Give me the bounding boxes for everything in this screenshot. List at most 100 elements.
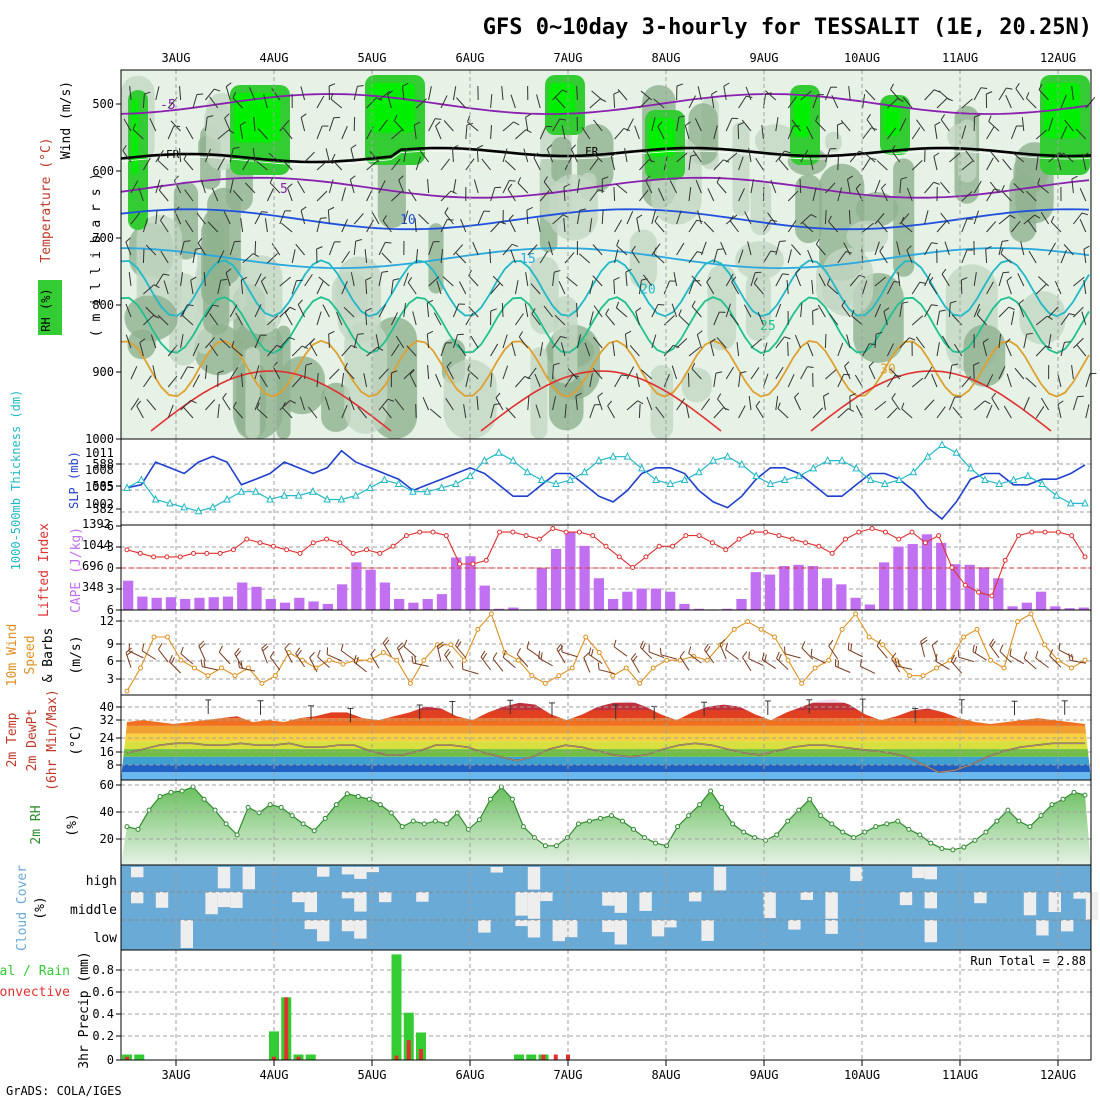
upper-wind-barb-31-6 bbox=[514, 280, 519, 295]
thickness-marker-48 bbox=[809, 463, 818, 472]
rh-marker-26 bbox=[410, 818, 416, 824]
upper-wind-barb-32-7 bbox=[524, 303, 529, 318]
surface-wind-barb-10-feather-1 bbox=[240, 661, 243, 669]
upper-wind-barb-73-7-feather-0 bbox=[1046, 315, 1053, 320]
upper-wind-barb-40-6 bbox=[625, 272, 628, 287]
cape-bar-42 bbox=[722, 608, 733, 610]
upper-wind-barb-72-7-feather-0 bbox=[1018, 299, 1025, 305]
upper-wind-barb-51-10-feather-0 bbox=[755, 400, 761, 407]
upper-wind-barb-54-9 bbox=[800, 366, 808, 380]
surface-wind-barb-67-feather-0 bbox=[950, 654, 955, 662]
upper-wind-barb-65-8 bbox=[936, 342, 940, 357]
upper-wind-barb-8-0-feather-0 bbox=[225, 82, 232, 87]
surface-wind-barb-11-feather-1 bbox=[262, 645, 269, 652]
upper-wind-barb-7-6-feather-0 bbox=[220, 278, 228, 281]
precip-tick-label-3: 0.2 bbox=[92, 1029, 114, 1043]
upper-wind-barb-53-9 bbox=[787, 374, 795, 388]
rh-marker-3 bbox=[157, 793, 163, 799]
upper-wind-barb-62-6 bbox=[897, 272, 901, 287]
upper-wind-barb-24-2 bbox=[419, 150, 430, 163]
upper-wind-barb-51-9 bbox=[762, 373, 769, 388]
upper-wind-barb-71-6-feather-0 bbox=[1006, 276, 1013, 282]
upper-wind-barb-75-10-feather-0 bbox=[1057, 400, 1064, 405]
upper-wind-barb-54-4-feather-0 bbox=[810, 214, 817, 218]
upper-wind-barb-31-4-feather-0 bbox=[508, 214, 514, 220]
lifted-index-marker-16 bbox=[337, 540, 343, 546]
upper-wind-barb-27-1 bbox=[465, 125, 468, 140]
upper-wind-barb-26-4 bbox=[444, 212, 454, 225]
upper-wind-barb-63-5 bbox=[906, 249, 913, 264]
surface-wind-barb-19-feather-1 bbox=[355, 656, 359, 664]
lifted-index-marker-47 bbox=[749, 529, 755, 535]
upper-wind-barb-10-6 bbox=[254, 273, 262, 287]
upper-wind-barb-7-2 bbox=[217, 157, 226, 171]
upper-wind-barb-70-7 bbox=[998, 306, 1010, 318]
rh-marker-80 bbox=[1005, 807, 1011, 813]
lifted-index-marker-1 bbox=[137, 550, 143, 556]
upper-wind-barb-22-6 bbox=[403, 272, 409, 287]
upper-wind-barb-14-4 bbox=[300, 210, 306, 225]
surface-wind-barb-72 bbox=[1009, 655, 1025, 665]
upper-wind-barb-39-9-feather-0 bbox=[621, 374, 628, 377]
surface-wind-barb-24-feather-0 bbox=[411, 655, 414, 664]
temperature-contour-label-1: 5 bbox=[280, 182, 288, 197]
upper-wind-barb-36-0 bbox=[576, 85, 578, 101]
upper-wind-barb-72-10 bbox=[1023, 396, 1030, 411]
upper-wind-barb-36-8 bbox=[576, 334, 582, 349]
upper-wind-barb-75-5 bbox=[1060, 249, 1067, 264]
cloud-gap-1-64 bbox=[924, 892, 937, 909]
wind-speed-marker-2 bbox=[151, 634, 157, 640]
precip-tick-label-2: 0.4 bbox=[92, 1007, 114, 1021]
wind-speed-line bbox=[126, 612, 1086, 692]
upper-wind-barb-57-10 bbox=[837, 408, 849, 419]
cape-bar-22 bbox=[436, 594, 448, 610]
upper-wind-barb-63-4 bbox=[901, 222, 913, 233]
date-label-top-7: 10AUG bbox=[844, 51, 880, 65]
upper-wind-barb-45-5 bbox=[688, 251, 698, 264]
rh-marker-39 bbox=[553, 843, 559, 849]
upper-wind-barb-2-6 bbox=[155, 273, 164, 287]
cloud-gap-1-23 bbox=[416, 892, 429, 902]
wind-ylabel-4: (m/s) bbox=[69, 635, 84, 674]
upper-wind-barb-44-2 bbox=[676, 152, 688, 163]
lifted-index-marker-42 bbox=[683, 533, 689, 539]
upper-wind-barb-0-1 bbox=[123, 118, 132, 132]
cloud-gap-1-2 bbox=[155, 892, 169, 908]
upper-wind-barb-66-7-feather-0 bbox=[950, 300, 957, 304]
thickness-marker-26 bbox=[494, 448, 503, 456]
upper-wind-barb-30-10 bbox=[495, 397, 504, 411]
upper-wind-barb-48-10 bbox=[717, 398, 727, 411]
wind-speed-marker-53 bbox=[839, 626, 845, 632]
upper-wind-barb-41-3 bbox=[639, 189, 649, 202]
upper-wind-barb-62-7-feather-0 bbox=[901, 301, 909, 304]
upper-wind-barb-47-9-feather-0 bbox=[715, 371, 723, 374]
surface-wind-barb-54 bbox=[785, 653, 801, 659]
upper-wind-barb-77-9 bbox=[1085, 373, 1091, 388]
lifted-index-marker-21 bbox=[403, 533, 409, 539]
upper-wind-barb-23-7 bbox=[412, 311, 417, 326]
rh-shade-40 bbox=[239, 255, 283, 335]
surface-wind-barb-9-feather-0 bbox=[234, 648, 240, 655]
rh-marker-50 bbox=[675, 824, 681, 830]
upper-wind-barb-38-10 bbox=[597, 396, 603, 411]
lifted-index-marker-14 bbox=[310, 540, 316, 546]
wind-speed-marker-63 bbox=[974, 626, 980, 632]
upper-wind-barb-38-10-feather-0 bbox=[597, 392, 603, 398]
cape-bar-37 bbox=[650, 588, 662, 610]
upper-wind-barb-9-10-feather-0 bbox=[232, 401, 237, 408]
upper-wind-barb-49-4-feather-0 bbox=[729, 215, 734, 222]
upper-wind-barb-10-2 bbox=[252, 148, 256, 163]
upper-wind-barb-17-0-feather-0 bbox=[330, 92, 334, 100]
lifted-index-marker-8 bbox=[230, 547, 236, 553]
upper-wind-barb-8-8 bbox=[219, 338, 231, 349]
surface-wind-barb-39-feather-0 bbox=[597, 662, 600, 670]
surface-wind-barb-20 bbox=[370, 654, 380, 669]
cape-bar-1 bbox=[137, 596, 148, 610]
cape-bar-13 bbox=[308, 601, 319, 610]
rh-marker-63 bbox=[818, 813, 824, 819]
surface-wind-barb-72-feather-0 bbox=[1009, 648, 1012, 656]
surface-wind-barb-27-feather-0 bbox=[455, 639, 460, 646]
upper-wind-barb-6-9 bbox=[204, 365, 208, 380]
upper-wind-barb-47-10 bbox=[713, 407, 724, 419]
